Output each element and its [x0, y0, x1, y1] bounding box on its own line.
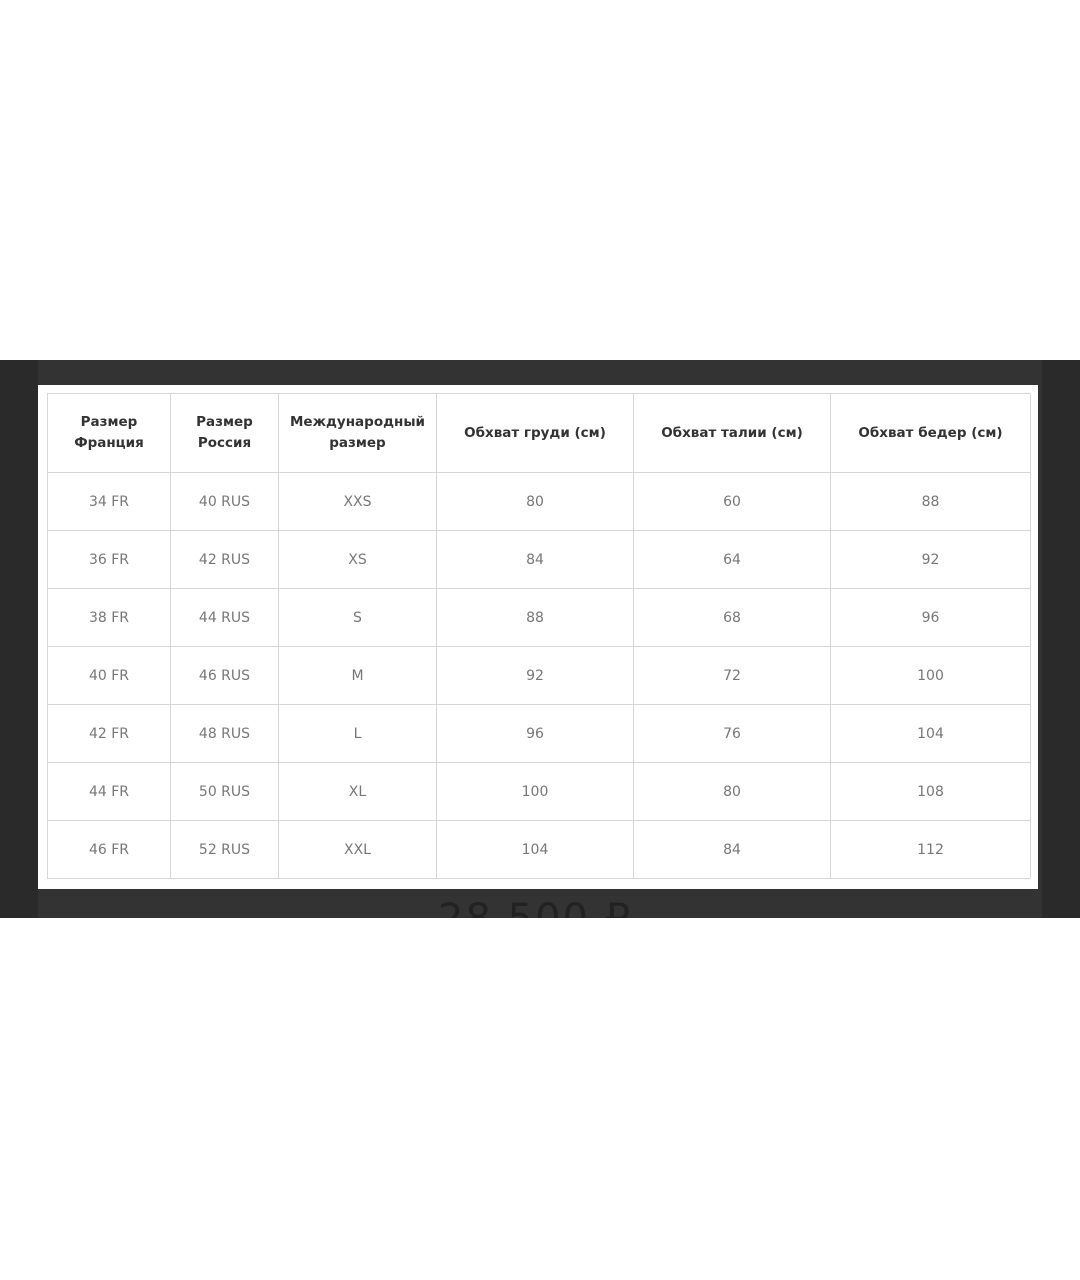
table-cell: 68 — [633, 588, 831, 647]
table-cell: 80 — [436, 472, 634, 531]
table-cell: 64 — [633, 530, 831, 589]
table-cell: 112 — [830, 820, 1031, 879]
table-cell: XL — [278, 762, 437, 821]
table-cell: 104 — [436, 820, 634, 879]
table-cell: 84 — [633, 820, 831, 879]
table-row: 40 FR 46 RUS M 92 72 100 — [47, 646, 1031, 705]
table-cell: 96 — [830, 588, 1031, 647]
table-cell: 80 — [633, 762, 831, 821]
size-chart-modal: Размер Франция Размер Россия Международный… — [38, 360, 1042, 918]
size-table-panel: Размер Франция Размер Россия Международный… — [38, 385, 1038, 889]
table-cell: 72 — [633, 646, 831, 705]
table-row: 38 FR 44 RUS S 88 68 96 — [47, 588, 1031, 647]
table-row: 34 FR 40 RUS XXS 80 60 88 — [47, 472, 1031, 531]
product-price: 28 500 ₽ — [438, 896, 632, 918]
table-row: 42 FR 48 RUS L 96 76 104 — [47, 704, 1031, 763]
table-cell: 46 RUS — [170, 646, 279, 705]
table-cell: 100 — [436, 762, 634, 821]
table-row: 46 FR 52 RUS XXL 104 84 112 — [47, 820, 1031, 879]
table-cell: 88 — [436, 588, 634, 647]
column-header: Размер Франция — [47, 393, 171, 473]
table-cell: XXL — [278, 820, 437, 879]
table-cell: 50 RUS — [170, 762, 279, 821]
table-cell: 76 — [633, 704, 831, 763]
table-cell: 40 FR — [47, 646, 171, 705]
table-cell: 104 — [830, 704, 1031, 763]
table-cell: 36 FR — [47, 530, 171, 589]
size-table: Размер Франция Размер Россия Международный… — [47, 393, 1031, 879]
table-cell: 52 RUS — [170, 820, 279, 879]
table-row: 36 FR 42 RUS XS 84 64 92 — [47, 530, 1031, 589]
table-cell: 42 RUS — [170, 530, 279, 589]
table-cell: XS — [278, 530, 437, 589]
column-header: Обхват груди (см) — [436, 393, 634, 473]
table-cell: 92 — [436, 646, 634, 705]
table-cell: 96 — [436, 704, 634, 763]
table-cell: 34 FR — [47, 472, 171, 531]
table-cell: 84 — [436, 530, 634, 589]
table-cell: 46 FR — [47, 820, 171, 879]
column-header: Размер Россия — [170, 393, 279, 473]
table-row: 44 FR 50 RUS XL 100 80 108 — [47, 762, 1031, 821]
table-cell: 44 FR — [47, 762, 171, 821]
table-cell: 108 — [830, 762, 1031, 821]
modal-overlay: Размер Франция Размер Россия Международный… — [0, 360, 1080, 918]
table-cell: 92 — [830, 530, 1031, 589]
table-cell: 88 — [830, 472, 1031, 531]
column-header: Обхват бедер (см) — [830, 393, 1031, 473]
table-header-row: Размер Франция Размер Россия Международный… — [47, 393, 1031, 473]
table-cell: 40 RUS — [170, 472, 279, 531]
table-cell: S — [278, 588, 437, 647]
table-cell: 42 FR — [47, 704, 171, 763]
table-cell: L — [278, 704, 437, 763]
table-cell: 60 — [633, 472, 831, 531]
table-cell: 38 FR — [47, 588, 171, 647]
table-cell: 44 RUS — [170, 588, 279, 647]
column-header: Международный размер — [278, 393, 437, 473]
table-cell: XXS — [278, 472, 437, 531]
column-header: Обхват талии (см) — [633, 393, 831, 473]
table-cell: 48 RUS — [170, 704, 279, 763]
table-cell: M — [278, 646, 437, 705]
table-cell: 100 — [830, 646, 1031, 705]
